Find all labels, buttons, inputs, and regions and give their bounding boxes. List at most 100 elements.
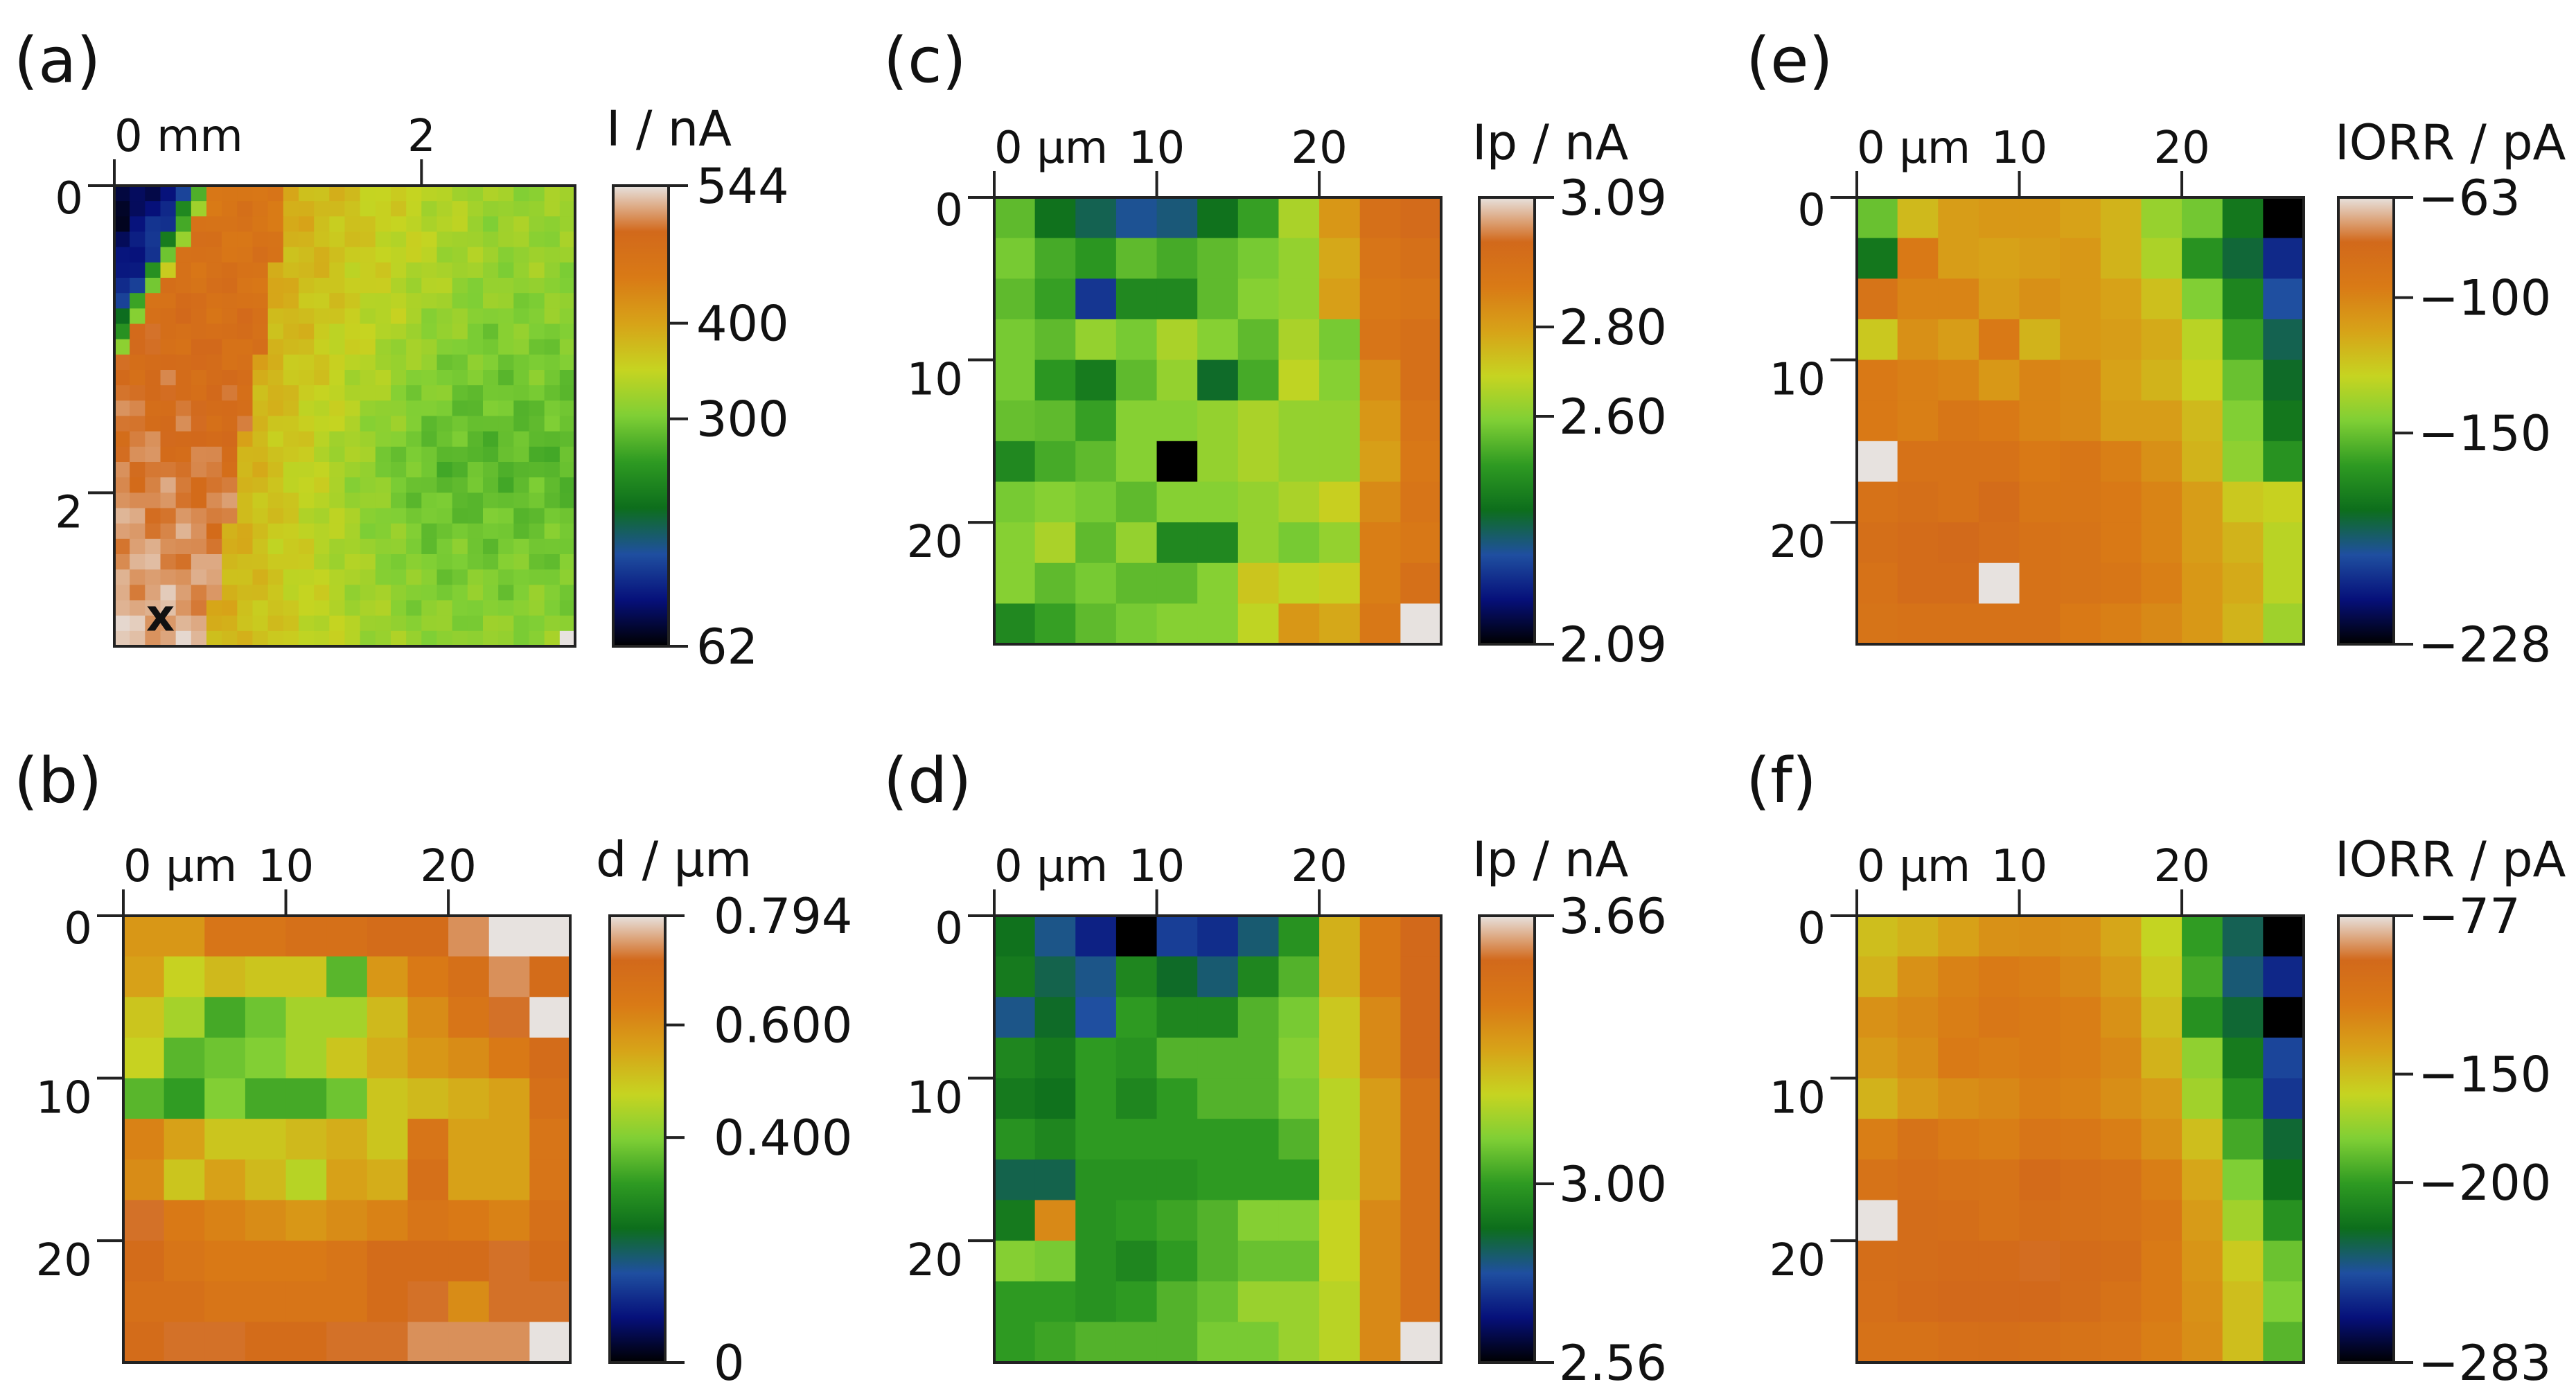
- heatmap-cell: [344, 293, 361, 309]
- heatmap-cell: [1197, 1159, 1239, 1201]
- heatmap-cell: [2263, 956, 2304, 997]
- heatmap-cell: [1319, 1119, 1361, 1160]
- heatmap-cell: [344, 385, 361, 401]
- heatmap-cell: [1075, 522, 1117, 564]
- heatmap-cell: [1156, 1078, 1198, 1119]
- heatmap-cell: [375, 354, 391, 371]
- x-tick-label: 0 µm: [994, 841, 1108, 892]
- heatmap-cell: [2100, 997, 2142, 1038]
- heatmap-cell: [123, 1322, 165, 1363]
- heatmap-cell: [175, 339, 192, 355]
- heatmap-cell: [544, 216, 561, 233]
- heatmap-cell: [1359, 522, 1401, 564]
- heatmap-cell: [1034, 441, 1076, 483]
- heatmap-cell: [360, 585, 376, 601]
- heatmap-cell: [164, 1281, 205, 1322]
- heatmap-cell: [299, 523, 315, 540]
- heatmap-cell: [252, 339, 269, 355]
- heatmap-cell: [237, 431, 254, 447]
- plot-frame-a: [113, 184, 576, 648]
- heatmap-cell: [406, 216, 422, 233]
- heatmap-cell: [175, 247, 192, 263]
- heatmap-cell: [344, 400, 361, 417]
- colorbar-tick-label: 0.600: [714, 997, 852, 1054]
- heatmap-cell: [344, 554, 361, 570]
- heatmap-cell: [237, 446, 254, 463]
- heatmap-cell: [2182, 1281, 2223, 1322]
- heatmap-cell: [421, 323, 438, 340]
- y-tick-label: 0: [1797, 185, 1826, 236]
- heatmap-cell: [191, 201, 207, 217]
- heatmap-cell: [344, 201, 361, 217]
- heatmap-cell: [483, 293, 499, 309]
- heatmap-cell: [1359, 400, 1401, 442]
- heatmap-cell: [1115, 1119, 1158, 1160]
- heatmap-cell: [160, 293, 177, 309]
- heatmap-cell: [130, 186, 145, 202]
- heatmap-cell: [406, 431, 422, 447]
- heatmap-cell: [130, 538, 145, 555]
- heatmap-cell: [483, 262, 499, 278]
- heatmap-cell: [2019, 522, 2061, 564]
- heatmap-cell: [360, 385, 376, 401]
- heatmap-cell: [467, 247, 484, 263]
- heatmap-cell: [299, 600, 315, 616]
- heatmap-cell: [2222, 319, 2264, 361]
- heatmap-cell: [1197, 400, 1239, 442]
- heatmap-cell: [1978, 916, 2020, 957]
- heatmap-cell: [123, 1119, 165, 1160]
- heatmap-cell: [1034, 238, 1076, 279]
- heatmap-cell: [267, 293, 284, 309]
- heatmap-cell: [145, 600, 161, 616]
- heatmap-cell: [114, 462, 130, 478]
- heatmap-cell: [1115, 562, 1158, 604]
- heatmap-cell: [175, 308, 192, 325]
- heatmap-cell: [206, 600, 222, 616]
- heatmap-cell: [206, 231, 222, 248]
- heatmap-cell: [498, 278, 514, 294]
- heatmap-cell: [160, 493, 177, 509]
- heatmap-cell: [267, 493, 284, 509]
- heatmap-cell: [488, 1281, 530, 1322]
- heatmap-cell: [2060, 441, 2101, 483]
- heatmap-cell: [1319, 400, 1361, 442]
- heatmap-cell: [252, 262, 269, 278]
- heatmap-cell: [145, 630, 161, 647]
- heatmap-cell: [114, 493, 130, 509]
- heatmap-cell: [406, 370, 422, 386]
- heatmap-cell: [421, 293, 438, 309]
- heatmap-cell: [1400, 997, 1442, 1038]
- heatmap-cell: [1278, 1241, 1320, 1282]
- heatmap-cell: [2182, 441, 2223, 483]
- heatmap-cell: [222, 585, 238, 601]
- heatmap-cell: [1115, 238, 1158, 279]
- heatmap-cell: [360, 554, 376, 570]
- heatmap-cell: [283, 262, 299, 278]
- heatmap-cell: [1938, 1037, 1979, 1079]
- heatmap-cell: [436, 477, 453, 493]
- colorbar-tick-label: −283: [2418, 1335, 2551, 1384]
- heatmap-cell: [1278, 238, 1320, 279]
- heatmap-cell: [1897, 197, 1939, 239]
- heatmap-cell: [407, 1200, 449, 1241]
- heatmap-cell: [436, 323, 453, 340]
- heatmap-cell: [467, 554, 484, 570]
- heatmap-cell: [544, 201, 561, 217]
- heatmap-cell: [2263, 1159, 2304, 1201]
- heatmap-cell: [452, 323, 468, 340]
- panel-label-f: (f): [1746, 745, 1817, 817]
- heatmap-cell: [513, 216, 530, 233]
- heatmap-cell: [1857, 197, 1898, 239]
- heatmap-cell: [344, 477, 361, 493]
- heatmap-cell: [114, 216, 130, 233]
- heatmap-cell: [529, 216, 545, 233]
- heatmap-cell: [448, 997, 490, 1038]
- heatmap-cell: [145, 477, 161, 493]
- heatmap-cell: [206, 293, 222, 309]
- heatmap-cell: [1156, 1159, 1198, 1201]
- heatmap-cell: [222, 508, 238, 524]
- heatmap-cell: [1978, 562, 2020, 604]
- heatmap-cell: [1978, 1119, 2020, 1160]
- heatmap-cell: [498, 493, 514, 509]
- heatmap-cell: [222, 354, 238, 371]
